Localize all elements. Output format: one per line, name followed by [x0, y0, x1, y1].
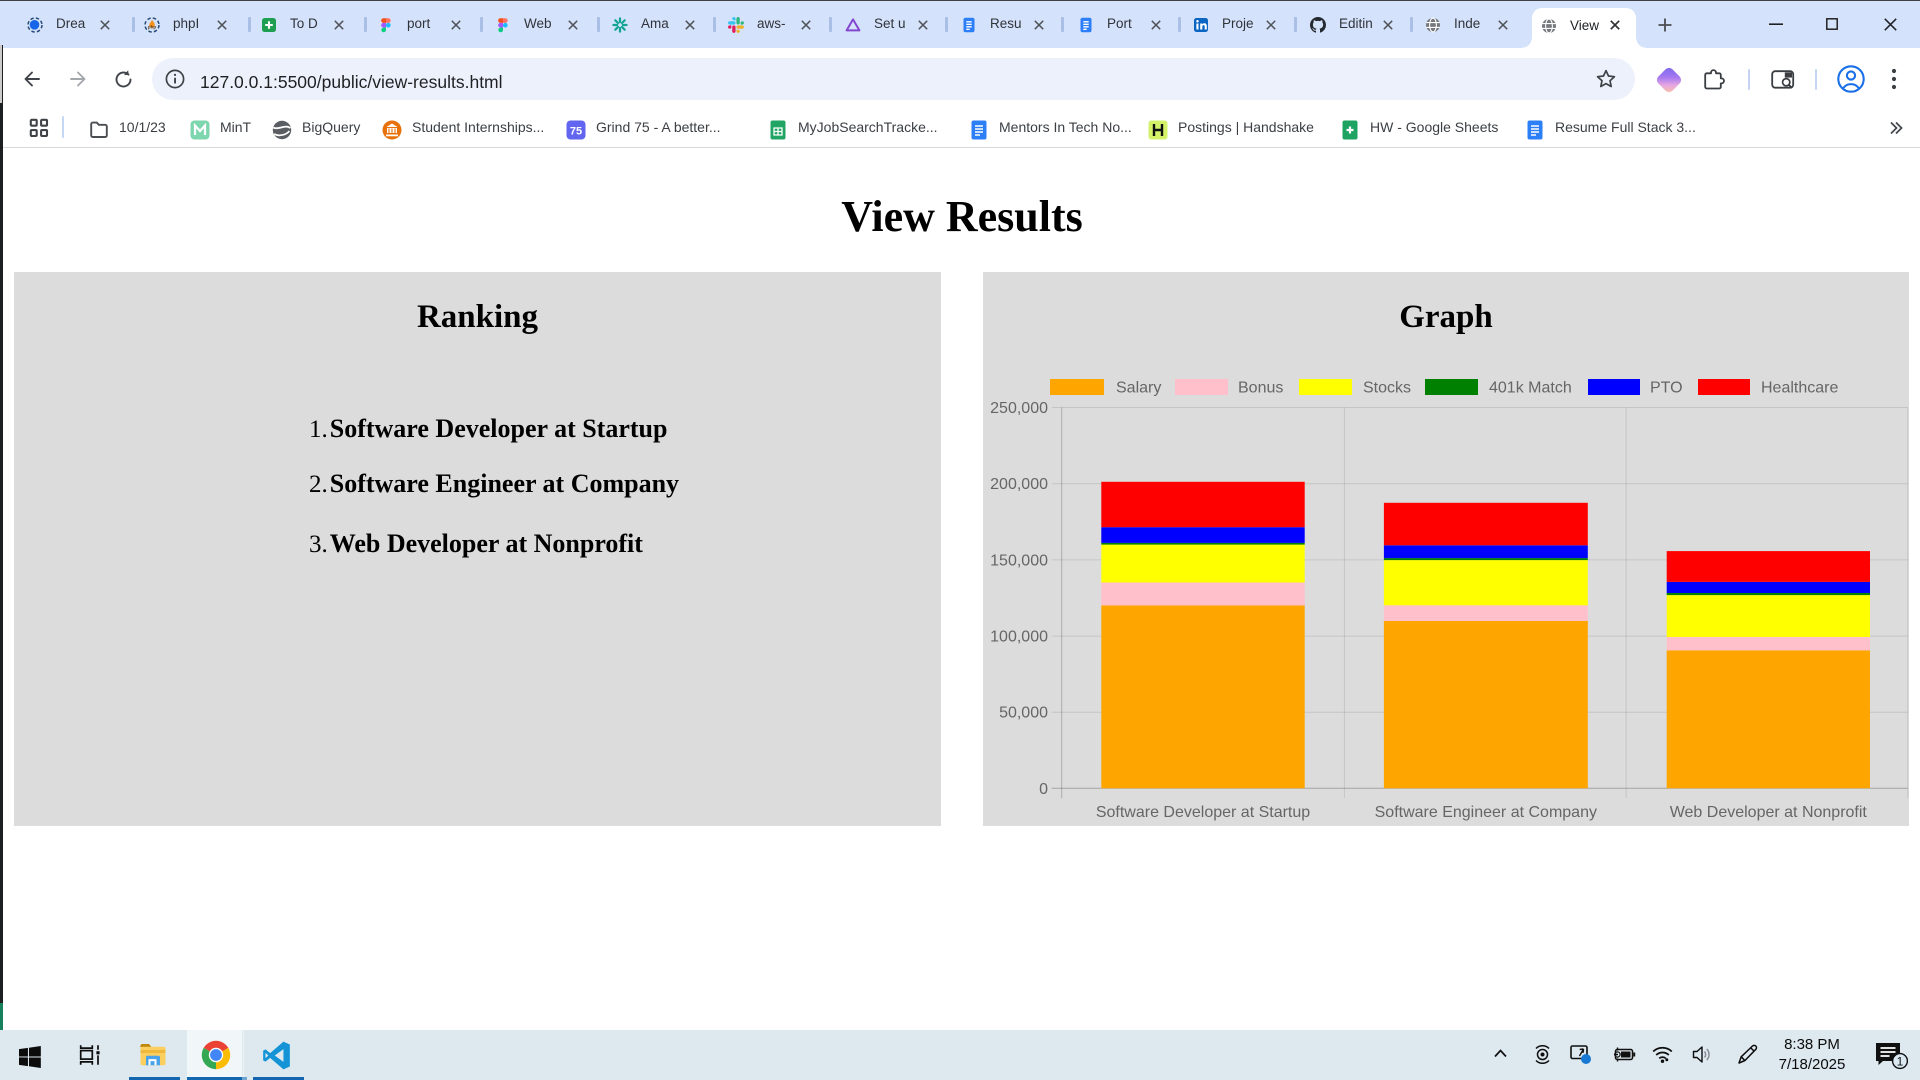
svg-text:401k Match: 401k Match — [1489, 380, 1572, 397]
svg-text:PTO: PTO — [1650, 380, 1683, 397]
svg-text:100,000: 100,000 — [990, 629, 1048, 646]
svg-text:1: 1 — [1897, 1054, 1904, 1068]
svg-text:Bonus: Bonus — [1238, 380, 1283, 397]
svg-text:Healthcare: Healthcare — [1761, 380, 1838, 397]
svg-text:Software Developer at Startup: Software Developer at Startup — [1096, 804, 1310, 821]
svg-text:Software Engineer at Company: Software Engineer at Company — [1375, 804, 1597, 821]
svg-text:250,000: 250,000 — [990, 400, 1048, 417]
svg-text:Stocks: Stocks — [1363, 380, 1411, 397]
svg-text:200,000: 200,000 — [990, 476, 1048, 493]
svg-text:Salary: Salary — [1116, 380, 1161, 397]
svg-text:75: 75 — [570, 126, 582, 138]
svg-text:0: 0 — [1039, 781, 1048, 798]
svg-text:php: php — [148, 24, 156, 29]
svg-text:150,000: 150,000 — [990, 552, 1048, 569]
svg-text:50,000: 50,000 — [999, 705, 1048, 722]
svg-text:Web Developer at Nonprofit: Web Developer at Nonprofit — [1670, 804, 1868, 821]
